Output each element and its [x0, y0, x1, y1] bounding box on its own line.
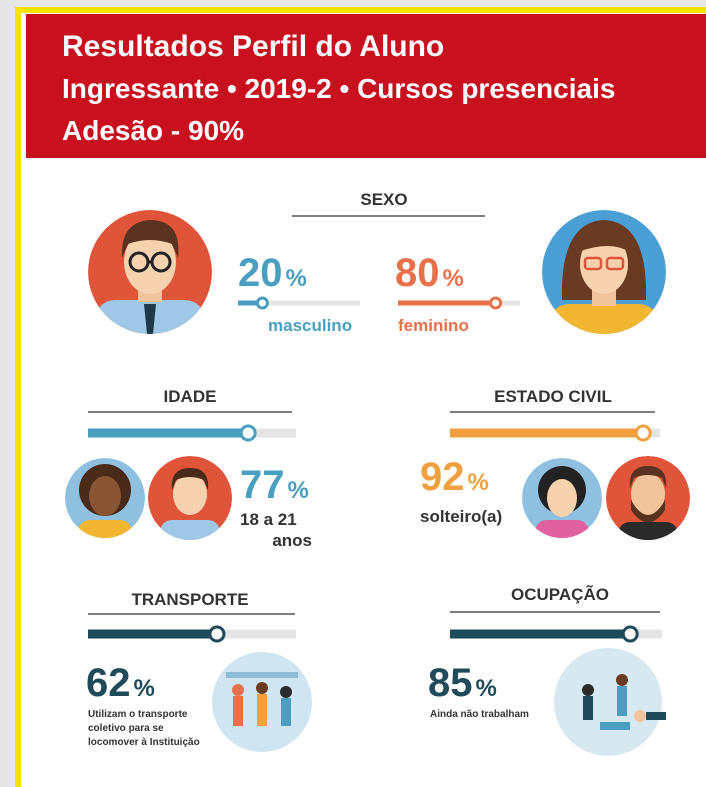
- description: locomover à Instituição: [88, 737, 200, 748]
- bar-knob: [636, 426, 650, 440]
- value: 20: [238, 251, 283, 295]
- header-participation: Adesão - 90%: [62, 115, 244, 146]
- section-title: ESTADO CIVIL: [494, 387, 612, 406]
- description: Ainda não trabalham: [430, 709, 529, 720]
- label: 18 a 21: [240, 510, 297, 529]
- description: coletivo para se: [88, 723, 164, 734]
- unit: %: [468, 469, 489, 496]
- bar-knob: [257, 298, 267, 308]
- bar-knob: [491, 298, 501, 308]
- value: 92: [420, 455, 465, 499]
- bar-knob: [241, 426, 255, 440]
- label: masculino: [268, 316, 352, 335]
- value: 80: [395, 251, 440, 295]
- value: 85: [428, 661, 473, 705]
- section-title: SEXO: [360, 190, 407, 209]
- illustration: [212, 652, 312, 752]
- label: solteiro(a): [420, 507, 502, 526]
- bar-knob: [623, 627, 637, 641]
- unit: %: [286, 265, 307, 292]
- label: feminino: [398, 316, 469, 335]
- unit: %: [134, 675, 155, 702]
- bar-knob: [210, 627, 224, 641]
- header-title: Resultados Perfil do Aluno: [62, 30, 444, 63]
- unit: %: [476, 675, 497, 702]
- value: 77: [240, 463, 285, 507]
- unit: %: [443, 265, 464, 292]
- section-title: OCUPAÇÃO: [511, 584, 609, 604]
- section-title: TRANSPORTE: [131, 590, 248, 609]
- infographic: Resultados Perfil do Aluno Ingressante •…: [0, 0, 706, 787]
- unit: %: [288, 477, 309, 504]
- value: 62: [86, 661, 131, 705]
- header-subtitle: Ingressante • 2019-2 • Cursos presenciai…: [62, 73, 615, 104]
- label: anos: [272, 531, 312, 550]
- section-title: IDADE: [164, 387, 217, 406]
- description: Utilizam o transporte: [88, 709, 188, 720]
